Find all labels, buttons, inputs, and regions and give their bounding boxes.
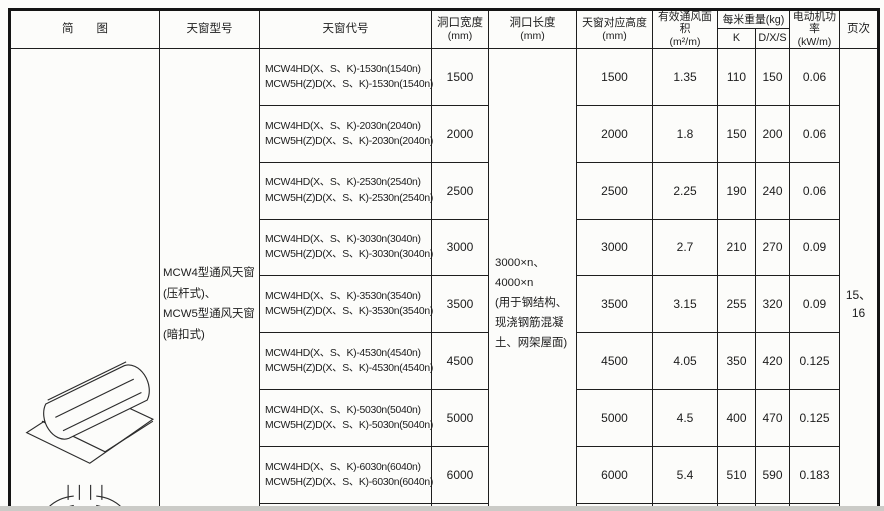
weight-dxs-cell: 470	[755, 389, 790, 447]
col-header-diagram: 简 图	[9, 9, 160, 49]
table-row: MCW4HD(X、S、K)-3030n(3040n) MCW5H(Z)D(X、S、…	[10, 218, 879, 277]
code-cell: MCW4HD(X、S、K)-6030n(6040n) MCW5H(Z)D(X、S、…	[259, 446, 433, 504]
weight-k-cell: 150	[717, 104, 756, 163]
height-cell: 2500	[576, 161, 653, 220]
area-cell: 2.25	[652, 161, 718, 220]
height-cell: 2000	[576, 104, 653, 163]
power-cell: 0.09	[789, 275, 840, 334]
col-header-weight: 每米重量(kg)	[717, 8, 790, 30]
width-cell: 2500	[431, 161, 489, 220]
col-header-length: 洞口长度 (mm)	[488, 9, 577, 49]
col-header-page: 页次	[839, 9, 879, 49]
area-cell: 5.4	[652, 446, 718, 504]
power-cell: 0.125	[789, 389, 840, 447]
power-cell: 0.06	[789, 47, 840, 106]
table-row: MCW4HD(X、S、K)-2030n(2040n) MCW5H(Z)D(X、S、…	[10, 104, 879, 163]
area-cell: 1.8	[652, 104, 718, 163]
width-cell: 2000	[431, 104, 489, 163]
area-cell: 2.7	[652, 218, 718, 277]
height-cell: 1500	[576, 47, 653, 106]
table-row: MCW4HD(X、S、K)-2530n(2540n) MCW5H(Z)D(X、S、…	[10, 161, 879, 220]
area-cell: 4.05	[652, 332, 718, 391]
col-header-weight-k: K	[717, 28, 756, 49]
scan-edge	[0, 506, 884, 511]
weight-dxs-cell: 200	[755, 104, 790, 163]
col-header-code: 天窗代号	[259, 9, 432, 49]
col-header-power: 电动机功率 (kW/m)	[789, 9, 840, 49]
col-header-width: 洞口宽度 (mm)	[431, 9, 489, 49]
power-cell: 0.125	[789, 332, 840, 391]
power-cell: 0.183	[789, 446, 840, 504]
weight-k-cell: 255	[717, 275, 756, 334]
weight-dxs-cell: 240	[755, 161, 790, 220]
weight-k-cell: 510	[717, 446, 756, 504]
col-header-model: 天窗型号	[159, 9, 260, 49]
area-cell: 1.35	[652, 47, 718, 106]
width-cell: 3500	[431, 275, 489, 334]
power-cell: 0.06	[789, 161, 840, 220]
weight-k-cell: 190	[717, 161, 756, 220]
weight-k-cell: 350	[717, 332, 756, 391]
col-header-height: 天窗对应高度 (mm)	[576, 9, 653, 49]
width-cell: 3000	[431, 218, 489, 277]
table-row: MCW4HD(X、S、K)-3530n(3540n) MCW5H(Z)D(X、S、…	[10, 275, 879, 334]
page-cell-mcw45: 15、 16	[839, 47, 879, 511]
height-cell: 3500	[576, 275, 653, 334]
weight-k-cell: 400	[717, 389, 756, 447]
code-cell: MCW4HD(X、S、K)-5030n(5040n) MCW5H(Z)D(X、S、…	[259, 389, 433, 447]
weight-dxs-cell: 270	[755, 218, 790, 277]
table-row: MCW4HD(X、S、K)-6030n(6040n) MCW5H(Z)D(X、S、…	[10, 446, 879, 504]
power-cell: 0.06	[789, 104, 840, 163]
code-cell: MCW4HD(X、S、K)-2030n(2040n) MCW5H(Z)D(X、S、…	[259, 104, 433, 163]
height-cell: 5000	[576, 389, 653, 447]
power-cell: 0.09	[789, 218, 840, 277]
width-cell: 1500	[431, 47, 489, 106]
length-cell-mcw45: 3000×n、 4000×n (用于钢结构、 现浇钢筋混凝 土、网架屋面)	[488, 47, 577, 511]
code-cell: MCW4HD(X、S、K)-3530n(3540n) MCW5H(Z)D(X、S、…	[259, 275, 433, 334]
width-cell: 5000	[431, 389, 489, 447]
weight-dxs-cell: 420	[755, 332, 790, 391]
table-row: MCW4型通风天窗 (压杆式)、 MCW5型通风天窗 (暗扣式) MCW4HD(…	[9, 47, 879, 511]
model-cell-mcw45: MCW4型通风天窗 (压杆式)、 MCW5型通风天窗 (暗扣式)	[159, 47, 260, 511]
code-cell: MCW4HD(X、S、K)-4530n(4540n) MCW5H(Z)D(X、S、…	[259, 332, 433, 391]
weight-dxs-cell: 320	[755, 275, 790, 334]
skylight-spec-table: 简 图 天窗型号 天窗代号 洞口宽度 (mm) 洞口长度 (mm) 天窗对应高度…	[8, 8, 880, 511]
diagram-column-cell	[9, 47, 160, 511]
weight-k-cell: 210	[717, 218, 756, 277]
weight-k-cell: 110	[717, 47, 756, 106]
height-cell: 6000	[576, 446, 653, 504]
height-cell: 3000	[576, 218, 653, 277]
col-header-area: 有效通风面积 (m²/m)	[652, 9, 718, 49]
diagram-mcw45	[11, 327, 159, 511]
col-header-weight-dxs: D/X/S	[755, 28, 790, 49]
code-cell: MCW4HD(X、S、K)-3030n(3040n) MCW5H(Z)D(X、S、…	[259, 218, 433, 277]
code-cell: MCW4HD(X、S、K)-2530n(2540n) MCW5H(Z)D(X、S、…	[259, 161, 433, 220]
width-cell: 4500	[431, 332, 489, 391]
area-cell: 4.5	[652, 389, 718, 447]
mcw45-perspective-drawing	[25, 361, 155, 464]
height-cell: 4500	[576, 332, 653, 391]
table-row: MCW4HD(X、S、K)-4530n(4540n) MCW5H(Z)D(X、S、…	[10, 332, 879, 391]
width-cell: 6000	[431, 446, 489, 504]
code-cell: MCW4HD(X、S、K)-1530n(1540n) MCW5H(Z)D(X、S…	[259, 47, 433, 106]
header-row: 简 图 天窗型号 天窗代号 洞口宽度 (mm) 洞口长度 (mm) 天窗对应高度…	[9, 8, 879, 49]
weight-dxs-cell: 150	[755, 47, 790, 106]
area-cell: 3.15	[652, 275, 718, 334]
weight-dxs-cell: 590	[755, 446, 790, 504]
header-subrow: K D/X/S	[10, 28, 879, 49]
